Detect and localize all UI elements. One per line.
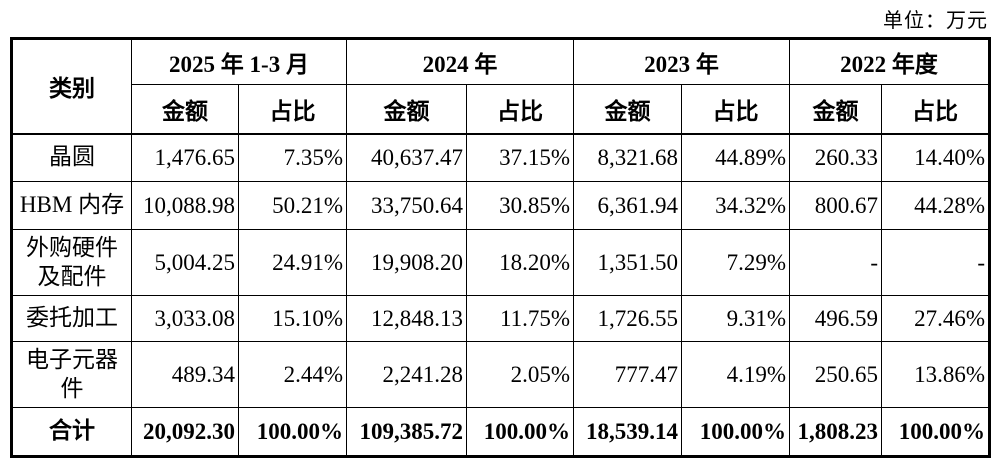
value-cell: 27.46%	[881, 295, 991, 342]
value-cell: 12,848.13	[346, 295, 468, 342]
value-cell: -	[789, 229, 883, 296]
ratio-header: 占比	[237, 84, 348, 135]
value-cell: 1,351.50	[573, 229, 683, 296]
value-cell: 13.86%	[881, 341, 991, 408]
category-cell: 外购硬件 及配件	[11, 229, 132, 296]
value-cell: 44.28%	[881, 181, 991, 230]
category-cell: 委托加工	[11, 295, 132, 342]
period-header-2022: 2022 年度	[789, 38, 991, 85]
value-cell: 34.32%	[681, 181, 791, 230]
value-cell: 6,361.94	[573, 181, 683, 230]
value-cell: 1,726.55	[573, 295, 683, 342]
value-cell: 10,088.98	[131, 181, 239, 230]
ratio-header: 占比	[466, 84, 575, 135]
value-cell: 100.00%	[237, 407, 348, 457]
value-cell: 50.21%	[237, 181, 348, 230]
cost-breakdown-table: 类别 2025 年 1-3 月 2024 年 2023 年 2022 年度 金额…	[10, 37, 992, 458]
amount-header: 金额	[346, 84, 468, 135]
period-header-2023: 2023 年	[573, 38, 791, 85]
period-header-2025: 2025 年 1-3 月	[130, 38, 348, 85]
value-cell: 44.89%	[681, 133, 791, 182]
period-header-row: 类别 2025 年 1-3 月 2024 年 2023 年 2022 年度	[11, 38, 991, 135]
category-cell: 晶圆	[11, 133, 132, 182]
table-row: 电子元器 件 489.34 2.44% 2,241.28 2.05% 777.4…	[11, 341, 991, 408]
value-cell: 24.91%	[237, 229, 348, 296]
table-row: 晶圆 1,476.65 7.35% 40,637.47 37.15% 8,321…	[11, 133, 991, 182]
value-cell: 800.67	[789, 181, 883, 230]
value-cell: 37.15%	[466, 133, 575, 182]
value-cell: 100.00%	[681, 407, 791, 457]
value-cell: 100.00%	[466, 407, 575, 457]
category-cell: 合计	[11, 407, 132, 457]
value-cell: 30.85%	[466, 181, 575, 230]
value-cell: 15.10%	[237, 295, 348, 342]
value-cell: 14.40%	[881, 133, 991, 182]
value-cell: 100.00%	[881, 407, 991, 457]
table-row: 委托加工 3,033.08 15.10% 12,848.13 11.75% 1,…	[11, 295, 991, 342]
value-cell: 20,092.30	[131, 407, 239, 457]
value-cell: 777.47	[573, 341, 683, 408]
unit-label: 单位：万元	[883, 10, 988, 32]
value-cell: 2.05%	[466, 341, 575, 408]
value-cell: 260.33	[789, 133, 883, 182]
value-cell: 18,539.14	[573, 407, 683, 457]
value-cell: 250.65	[789, 341, 883, 408]
value-cell: 33,750.64	[346, 181, 468, 230]
ratio-header: 占比	[881, 84, 991, 135]
ratio-header: 占比	[681, 84, 791, 135]
period-header-2024: 2024 年	[346, 38, 575, 85]
amount-header: 金额	[131, 84, 239, 135]
value-cell: 11.75%	[466, 295, 575, 342]
category-cell: HBM 内存	[11, 181, 132, 230]
category-column-header: 类别	[11, 38, 132, 135]
category-cell: 电子元器 件	[11, 341, 132, 408]
total-row: 合计 20,092.30 100.00% 109,385.72 100.00% …	[11, 407, 991, 457]
value-cell: 2,241.28	[346, 341, 468, 408]
amount-header: 金额	[789, 84, 883, 135]
value-cell: 1,808.23	[789, 407, 883, 457]
value-cell: 18.20%	[466, 229, 575, 296]
value-cell: 7.29%	[681, 229, 791, 296]
table-row: HBM 内存 10,088.98 50.21% 33,750.64 30.85%…	[11, 181, 991, 230]
table-row: 外购硬件 及配件 5,004.25 24.91% 19,908.20 18.20…	[11, 229, 991, 296]
value-cell: 1,476.65	[131, 133, 239, 182]
value-cell: 2.44%	[237, 341, 348, 408]
value-cell: 7.35%	[237, 133, 348, 182]
subheader-row: 金额 占比 金额 占比 金额 占比 金额 占比	[12, 84, 991, 135]
value-cell: 4.19%	[681, 341, 791, 408]
value-cell: 5,004.25	[131, 229, 239, 296]
value-cell: 8,321.68	[573, 133, 683, 182]
value-cell: 9.31%	[681, 295, 791, 342]
value-cell: 109,385.72	[346, 407, 468, 457]
value-cell: 496.59	[789, 295, 883, 342]
value-cell: 3,033.08	[131, 295, 239, 342]
amount-header: 金额	[573, 84, 683, 135]
value-cell: 489.34	[131, 341, 239, 408]
value-cell: -	[881, 229, 991, 296]
value-cell: 40,637.47	[346, 133, 468, 182]
value-cell: 19,908.20	[346, 229, 468, 296]
